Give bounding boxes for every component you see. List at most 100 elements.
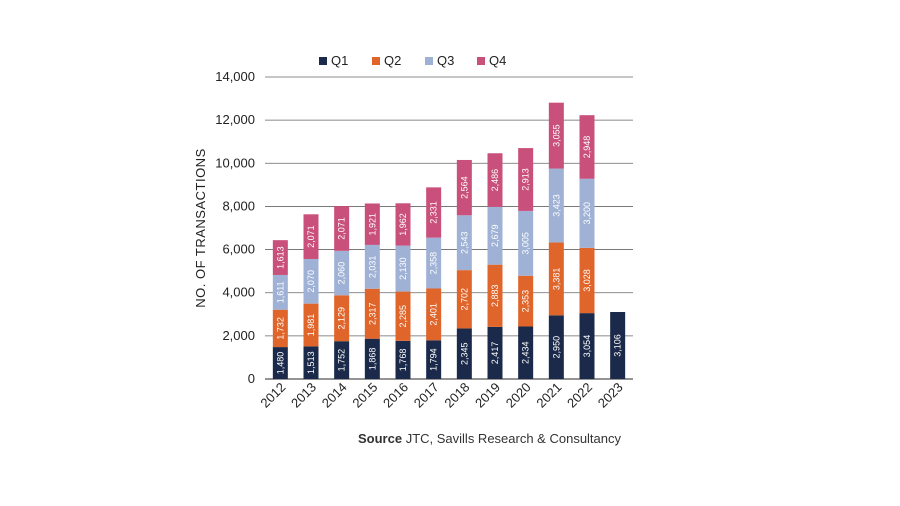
bar-segment <box>334 250 350 296</box>
data-label: 1,732 <box>275 317 285 340</box>
legend-swatch <box>372 57 380 65</box>
y-tick-label: 2,000 <box>222 328 255 343</box>
x-tick-label: 2016 <box>380 380 411 411</box>
data-label: 3,200 <box>582 202 592 225</box>
data-label: 2,129 <box>337 307 347 330</box>
bar-segment <box>364 338 380 379</box>
bar-segment <box>487 326 503 379</box>
bar-segment <box>426 187 442 238</box>
bar-segment <box>518 210 534 276</box>
x-tick-label: 2013 <box>288 380 319 411</box>
bar-segment <box>303 303 319 347</box>
data-label: 1,768 <box>398 349 408 372</box>
source-label: Source <box>358 431 403 446</box>
data-label: 2,486 <box>490 169 500 192</box>
legend-swatch <box>319 57 327 65</box>
bar-segment <box>364 288 380 339</box>
x-tick-label: 2012 <box>257 380 288 411</box>
data-label: 3,028 <box>582 269 592 292</box>
data-label: 3,055 <box>551 124 561 147</box>
bar-segment <box>487 206 503 265</box>
y-tick-label: 14,000 <box>215 69 255 84</box>
data-label: 1,480 <box>275 352 285 375</box>
bar-segment <box>272 274 288 310</box>
data-label: 1,981 <box>306 314 316 337</box>
bar-segment <box>426 340 442 379</box>
data-label: 2,070 <box>306 270 316 293</box>
x-tick-label: 2017 <box>411 380 442 411</box>
bar-segment <box>395 203 411 246</box>
bar-segment <box>610 311 626 379</box>
data-label: 2,543 <box>459 231 469 254</box>
data-label: 2,434 <box>521 341 531 364</box>
source-text: JTC, Savills Research & Consultancy <box>405 431 622 446</box>
bar-segment <box>303 214 319 259</box>
legend-label: Q2 <box>384 53 401 68</box>
data-label: 2,358 <box>429 252 439 275</box>
data-label: 1,921 <box>367 213 377 236</box>
bar-segment <box>548 242 564 316</box>
y-tick-label: 12,000 <box>215 112 255 127</box>
data-label: 2,564 <box>459 176 469 199</box>
bar-segment <box>548 102 564 169</box>
bar-segment <box>548 315 564 379</box>
x-tick-label: 2015 <box>349 380 380 411</box>
y-tick-label: 8,000 <box>222 198 255 213</box>
y-axis-title: NO. OF TRANSACTIONS <box>193 148 208 308</box>
bar-segment <box>426 288 442 341</box>
bar-segment <box>579 178 595 248</box>
data-label: 2,913 <box>521 168 531 191</box>
bar-segment <box>272 240 288 275</box>
data-label: 1,613 <box>275 246 285 269</box>
x-tick-label: 2014 <box>319 380 350 411</box>
bar-segment <box>518 326 534 379</box>
bar-segment <box>272 347 288 379</box>
bar-segment <box>334 341 350 379</box>
data-label: 1,611 <box>275 281 285 303</box>
bar-segment <box>426 237 442 289</box>
bar-segment <box>334 295 350 342</box>
data-label: 3,381 <box>551 268 561 291</box>
bar-segment <box>456 159 472 216</box>
x-tick-label: 2021 <box>533 380 564 411</box>
bar-segment <box>579 313 595 379</box>
legend-label: Q3 <box>437 53 454 68</box>
bar-segment <box>456 328 472 379</box>
data-label: 1,962 <box>398 213 408 236</box>
x-tick-label: 2019 <box>472 380 503 411</box>
bar-segment <box>364 244 380 289</box>
x-tick-label: 2020 <box>503 380 534 411</box>
data-label: 2,950 <box>551 336 561 359</box>
data-label: 2,031 <box>367 256 377 279</box>
bar-segment <box>548 168 564 243</box>
data-label: 2,060 <box>337 262 347 285</box>
y-tick-label: 6,000 <box>222 242 255 257</box>
bar-segment <box>456 215 472 271</box>
bar-segment <box>395 245 411 292</box>
bar-segment <box>487 264 503 327</box>
y-tick-label: 4,000 <box>222 285 255 300</box>
data-label: 1,868 <box>367 348 377 371</box>
bar-segment <box>395 291 411 341</box>
data-label: 2,702 <box>459 288 469 311</box>
legend-swatch <box>477 57 485 65</box>
data-label: 1,752 <box>337 349 347 372</box>
data-label: 1,794 <box>429 348 439 371</box>
bar-segment <box>487 153 503 207</box>
source-note: Source JTC, Savills Research & Consultan… <box>358 431 621 446</box>
data-label: 2,353 <box>521 290 531 313</box>
y-tick-label: 0 <box>248 371 255 386</box>
data-label: 2,071 <box>306 225 316 248</box>
data-label: 3,005 <box>521 232 531 255</box>
data-label: 2,948 <box>582 136 592 159</box>
legend-swatch <box>425 57 433 65</box>
data-label: 2,285 <box>398 305 408 328</box>
data-label: 2,417 <box>490 342 500 365</box>
data-label: 3,106 <box>613 334 623 357</box>
y-tick-label: 10,000 <box>215 155 255 170</box>
bar-segment <box>579 115 595 179</box>
data-label: 3,054 <box>582 335 592 358</box>
data-label: 2,071 <box>337 217 347 240</box>
legend-label: Q4 <box>489 53 506 68</box>
